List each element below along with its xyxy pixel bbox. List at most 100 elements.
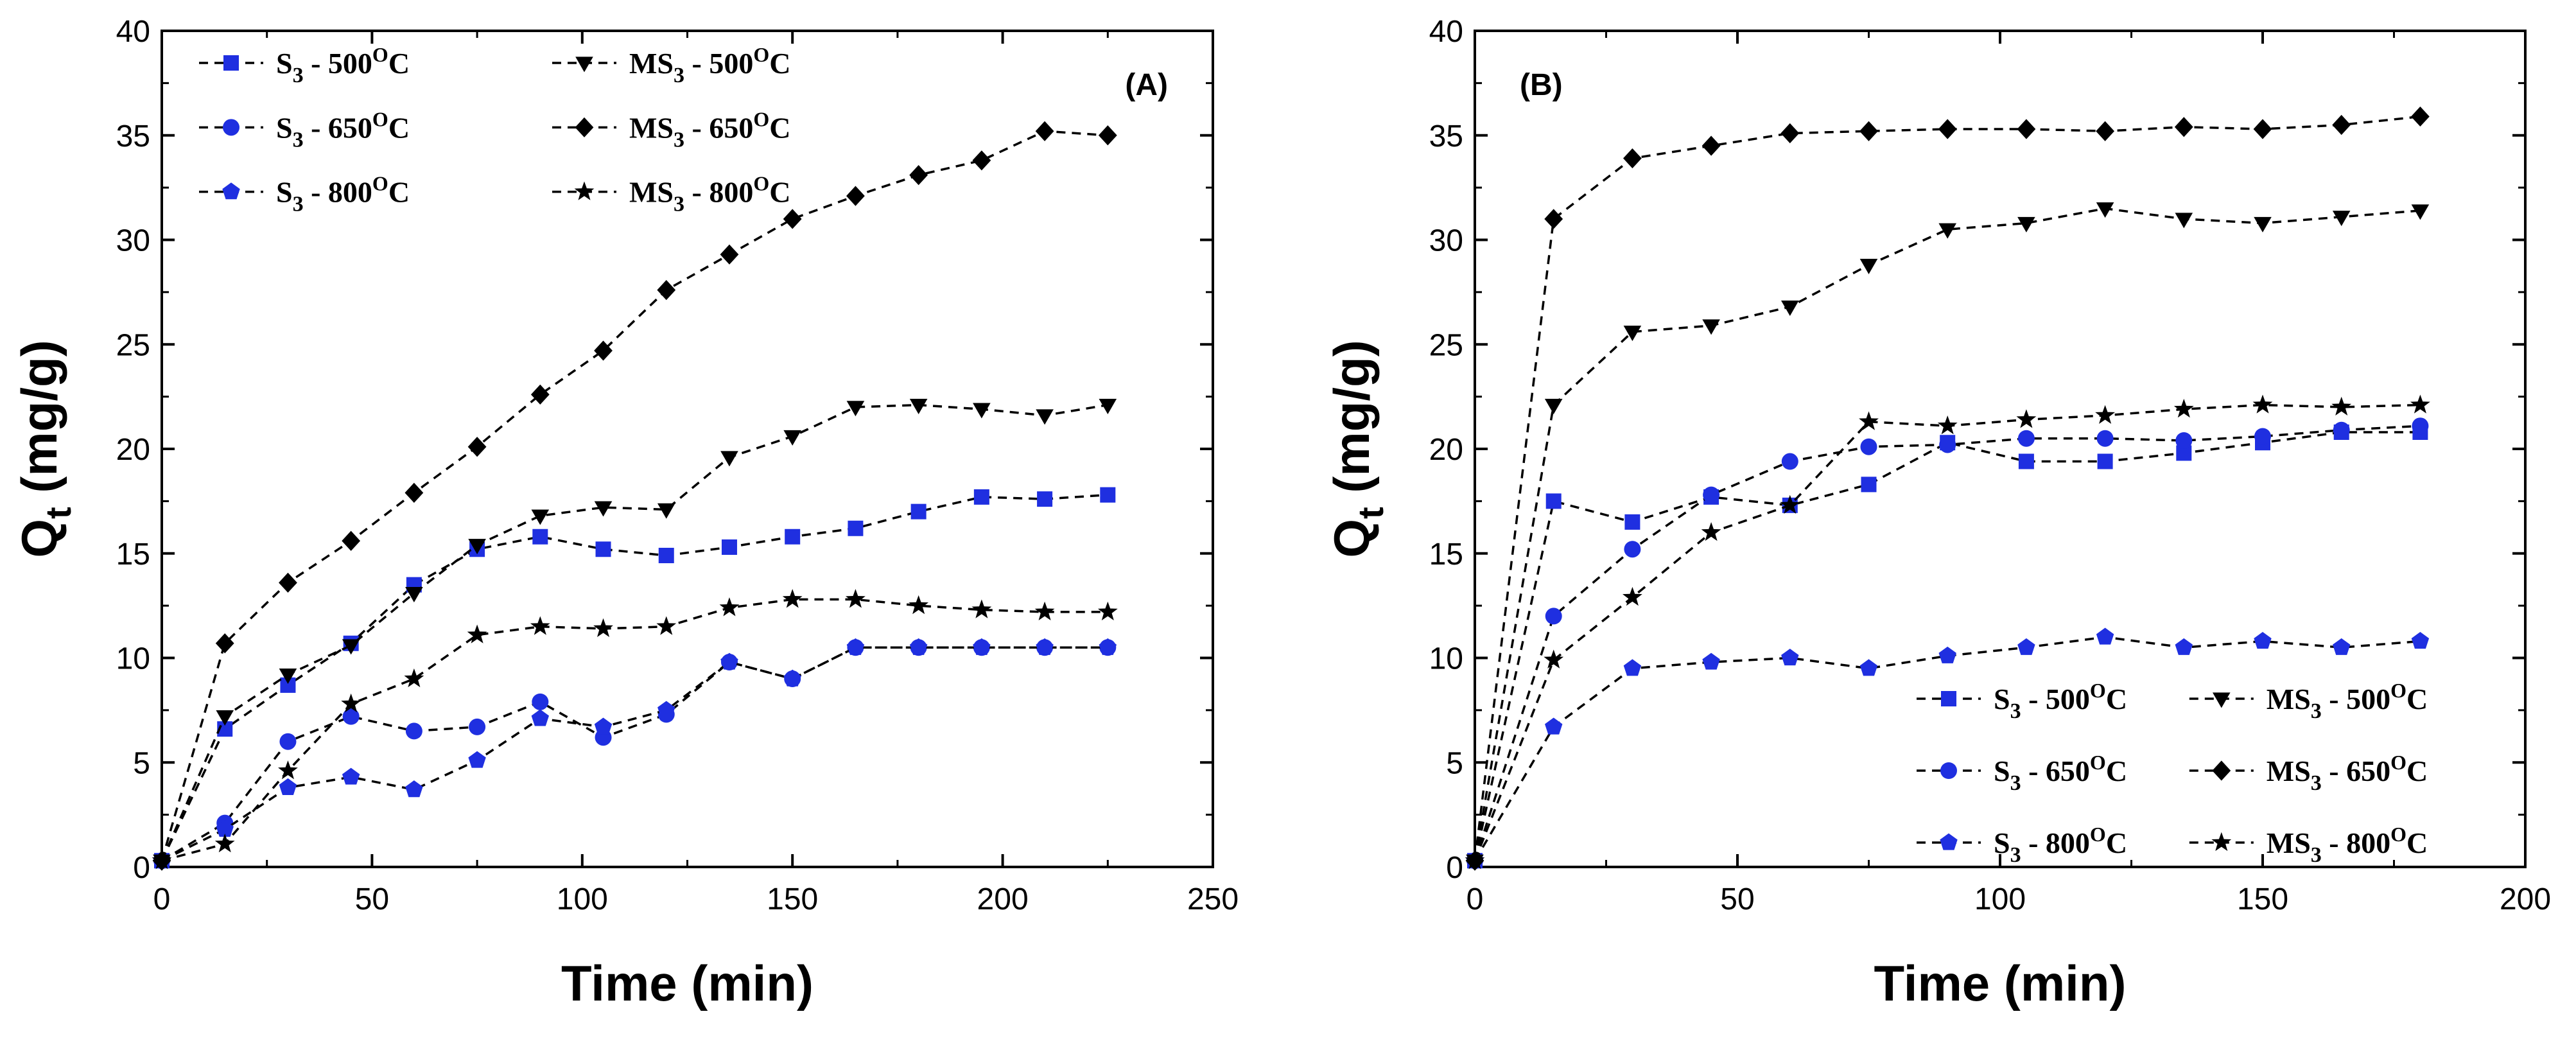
data-point	[2252, 394, 2273, 414]
data-point	[2096, 121, 2114, 141]
data-point	[1099, 399, 1117, 415]
x-axis-label: Time (min)	[1874, 955, 2127, 1011]
data-point	[1036, 638, 1054, 655]
series-s3-500	[154, 487, 1116, 869]
legend-marker	[575, 57, 593, 73]
data-point	[2333, 638, 2351, 655]
data-point	[279, 668, 297, 684]
data-point	[279, 778, 297, 795]
data-point	[2175, 638, 2193, 655]
legend-marker	[574, 181, 595, 200]
data-point	[1859, 411, 1879, 430]
data-point	[2176, 445, 2192, 461]
data-point	[279, 572, 297, 593]
data-point	[973, 403, 991, 419]
data-point	[1781, 649, 1799, 666]
x-tick-label: 0	[153, 882, 171, 916]
series-line	[1474, 403, 2421, 861]
x-tick-label: 200	[2500, 882, 2551, 916]
legend-marker	[2211, 832, 2232, 852]
y-tick-label: 20	[116, 433, 150, 467]
y-tick-label: 0	[133, 851, 150, 885]
legend-label: S3 - 650OC	[276, 107, 410, 152]
data-point	[1939, 436, 1956, 453]
data-point	[1623, 326, 1642, 342]
data-point	[342, 767, 360, 785]
data-point	[2411, 632, 2430, 649]
data-point	[2332, 211, 2351, 227]
data-point	[217, 721, 233, 737]
data-point	[1938, 646, 1956, 663]
data-point	[1859, 659, 1878, 676]
y-axis-label: Qt (mg/g)	[11, 340, 78, 557]
data-point	[658, 548, 674, 564]
series-ms3-500	[1466, 202, 2430, 870]
data-point	[1544, 209, 1563, 229]
data-point	[1703, 486, 1720, 503]
data-point	[846, 186, 865, 206]
legend-marker	[575, 117, 594, 137]
data-point	[532, 529, 548, 545]
data-point	[2254, 216, 2272, 232]
data-point	[2095, 405, 2116, 424]
data-point	[2097, 453, 2113, 469]
data-point	[846, 589, 866, 608]
y-tick-label: 30	[116, 224, 150, 258]
data-point	[1037, 491, 1053, 507]
data-point	[1702, 652, 1720, 670]
data-point	[2410, 394, 2430, 414]
data-point	[909, 399, 928, 415]
data-point	[783, 669, 801, 687]
series-line	[1474, 431, 2421, 861]
legend-label: MS3 - 650OC	[2267, 751, 2428, 795]
legend-label: S3 - 500OC	[1994, 679, 2127, 723]
legend-label: S3 - 800OC	[276, 172, 410, 216]
data-point	[1545, 493, 1562, 509]
x-tick-label: 50	[1720, 882, 1754, 916]
legend-label: MS3 - 800OC	[2267, 823, 2428, 867]
data-point	[910, 503, 927, 520]
series-line	[161, 130, 1108, 861]
data-point	[1780, 123, 1800, 144]
data-point	[785, 529, 801, 545]
y-tick-label: 5	[1446, 746, 1463, 780]
data-point	[1701, 522, 1721, 541]
data-point	[531, 709, 550, 726]
data-point	[2332, 114, 2351, 136]
panel-label: (B)	[1520, 68, 1563, 102]
y-tick-label: 25	[116, 328, 150, 362]
data-point	[1545, 717, 1563, 735]
x-tick-label: 100	[1974, 882, 2026, 916]
data-point	[214, 833, 235, 853]
data-point	[909, 595, 929, 615]
data-point	[846, 401, 865, 417]
x-tick-label: 0	[1466, 882, 1484, 916]
y-tick-label: 35	[1429, 119, 1463, 153]
data-point	[1781, 453, 1798, 470]
data-point	[342, 639, 360, 655]
y-tick-label: 25	[1429, 328, 1463, 362]
data-point	[1938, 223, 1956, 239]
series-ms3-500	[153, 399, 1117, 870]
data-point	[1938, 119, 1957, 139]
panel-label: (A)	[1125, 68, 1168, 102]
data-point	[721, 539, 737, 555]
data-point	[532, 693, 549, 710]
legend-label: MS3 - 500OC	[2267, 679, 2428, 723]
data-point	[152, 850, 172, 870]
legend-marker	[222, 182, 240, 200]
data-point	[2096, 430, 2114, 447]
legend-label: S3 - 800OC	[1994, 823, 2127, 867]
data-point	[1098, 125, 1117, 146]
data-point	[2411, 106, 2430, 127]
data-point	[973, 638, 991, 655]
data-point	[1034, 601, 1055, 620]
data-point	[2175, 432, 2193, 449]
data-point	[2096, 202, 2114, 218]
data-point	[469, 718, 486, 735]
y-tick-label: 40	[116, 15, 150, 49]
data-point	[909, 638, 928, 655]
data-point	[342, 708, 360, 725]
data-point	[215, 633, 234, 654]
data-point	[720, 451, 738, 467]
